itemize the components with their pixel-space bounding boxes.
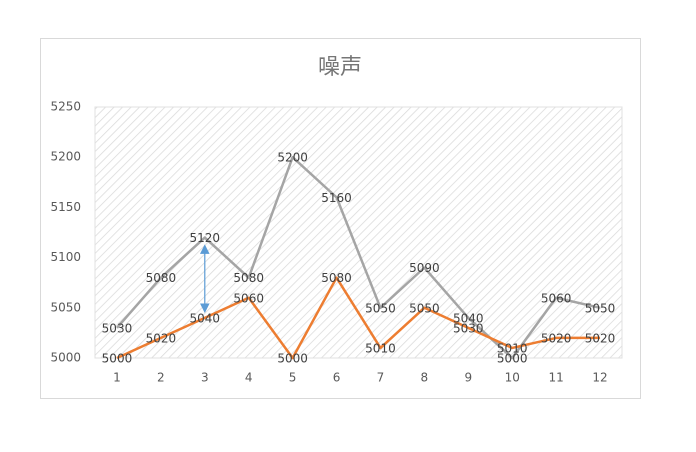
- data-label: 5090: [409, 261, 440, 275]
- x-tick-label: 12: [592, 371, 607, 385]
- chart-title: 噪声: [318, 55, 362, 80]
- data-label: 5000: [277, 352, 308, 366]
- x-tick-label: 2: [157, 371, 165, 385]
- x-tick-label: 8: [421, 371, 429, 385]
- x-tick-label: 1: [113, 371, 121, 385]
- data-label: 5080: [146, 271, 177, 285]
- data-label: 5010: [365, 341, 396, 355]
- data-label: 5080: [233, 271, 264, 285]
- data-label: 5010: [497, 341, 528, 355]
- data-label: 5030: [453, 321, 484, 335]
- data-label: 5000: [102, 352, 133, 366]
- data-label: 5060: [541, 291, 572, 305]
- data-label: 5060: [233, 291, 264, 305]
- data-label: 5200: [277, 151, 308, 165]
- x-tick-label: 11: [548, 371, 563, 385]
- y-tick-label: 5000: [50, 351, 81, 365]
- x-tick-label: 3: [201, 371, 209, 385]
- x-tick-label: 9: [464, 371, 472, 385]
- x-tick-label: 10: [505, 371, 520, 385]
- y-tick-label: 5150: [50, 200, 81, 214]
- data-label: 5040: [453, 311, 484, 325]
- x-tick-label: 6: [333, 371, 341, 385]
- x-tick-label: 5: [289, 371, 297, 385]
- data-label: 5080: [321, 271, 352, 285]
- x-tick-label: 4: [245, 371, 253, 385]
- data-label: 5020: [146, 331, 177, 345]
- data-label: 5050: [409, 301, 440, 315]
- data-label: 5040: [190, 311, 221, 325]
- y-tick-label: 5200: [50, 150, 81, 164]
- y-tick-label: 5250: [50, 100, 81, 114]
- data-label: 5020: [585, 331, 616, 345]
- data-label: 5160: [321, 191, 352, 205]
- data-label: 5120: [190, 231, 221, 245]
- y-tick-label: 5100: [50, 250, 81, 264]
- data-label: 5000: [497, 352, 528, 366]
- data-label: 5020: [541, 331, 572, 345]
- data-label: 5030: [102, 321, 133, 335]
- x-tick-label: 7: [377, 371, 385, 385]
- data-label: 5050: [365, 301, 396, 315]
- data-label: 5050: [585, 301, 616, 315]
- series-line: [116, 276, 601, 360]
- plot-area: [94, 106, 623, 359]
- series-line: [116, 155, 601, 360]
- y-tick-label: 5050: [50, 300, 81, 314]
